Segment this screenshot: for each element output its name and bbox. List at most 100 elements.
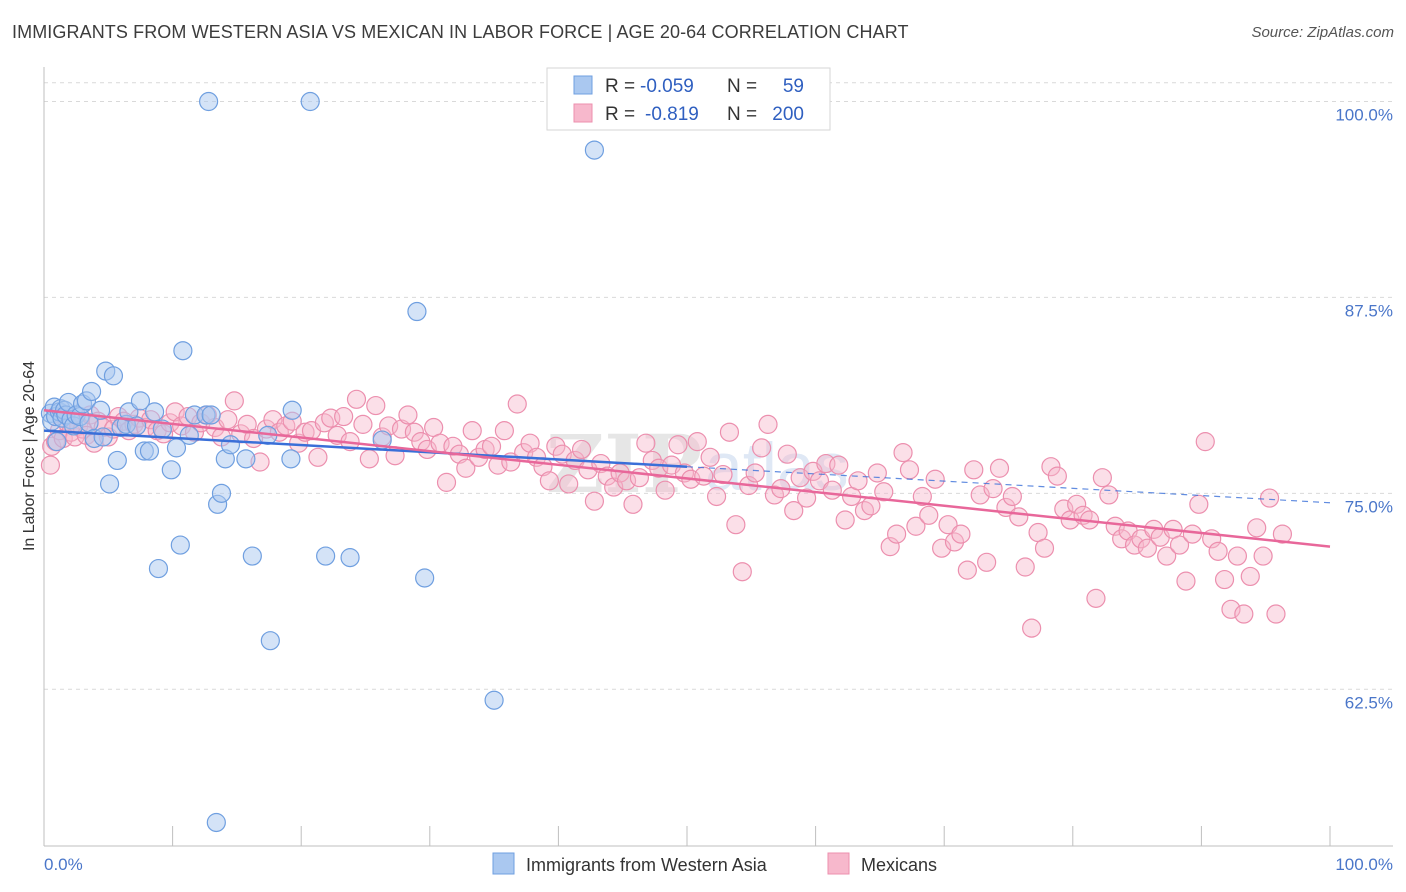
point-western-asia: [201, 405, 221, 425]
point-mexicans: [481, 436, 502, 456]
legend-box: [546, 67, 831, 131]
point-mexicans: [867, 463, 887, 483]
point-mexicans: [919, 505, 939, 525]
point-mexicans: [398, 405, 418, 425]
point-mexicans: [623, 494, 643, 514]
bottom-legend-label-2: Mexicans: [861, 855, 937, 875]
y-tick-label: 100.0%: [1335, 106, 1393, 125]
point-western-asia: [300, 91, 320, 112]
point-mexicans: [964, 460, 984, 480]
legend-r-value-2: -0.819: [645, 104, 699, 125]
point-mexicans: [713, 464, 733, 485]
point-western-asia: [260, 631, 280, 651]
series-western-asia-points: [40, 91, 605, 833]
point-mexicans: [719, 422, 740, 442]
point-mexicans: [925, 469, 945, 489]
point-mexicans: [1067, 494, 1087, 514]
point-western-asia: [236, 449, 256, 469]
point-mexicans: [829, 455, 849, 475]
point-mexicans: [308, 447, 328, 467]
point-mexicans: [462, 421, 482, 441]
y-tick-label: 62.5%: [1345, 693, 1393, 712]
point-mexicans: [1189, 494, 1209, 514]
x-tick-label-min: 0.0%: [44, 855, 83, 874]
point-mexicans: [1002, 486, 1022, 507]
point-mexicans: [880, 537, 900, 557]
point-mexicans: [1182, 524, 1202, 544]
point-mexicans: [1240, 566, 1260, 587]
y-tick-label: 75.0%: [1345, 497, 1393, 516]
point-mexicans: [700, 447, 720, 467]
point-western-asia: [199, 91, 219, 112]
point-mexicans: [1092, 468, 1112, 488]
legend-n-value-1: 59: [783, 76, 804, 97]
point-mexicans: [629, 468, 650, 488]
point-mexicans: [1099, 485, 1119, 505]
point-mexicans: [1208, 541, 1228, 561]
point-western-asia: [484, 690, 504, 710]
point-mexicans: [1195, 432, 1215, 452]
point-mexicans: [353, 414, 373, 434]
x-tick-label-max: 100.0%: [1335, 855, 1393, 874]
point-mexicans: [1259, 488, 1280, 508]
point-mexicans: [1015, 557, 1035, 577]
legend-n-value-2: 200: [772, 104, 804, 125]
point-mexicans: [40, 455, 61, 475]
point-mexicans: [224, 391, 244, 411]
point-mexicans: [668, 435, 688, 455]
point-mexicans: [559, 474, 579, 494]
y-tick-label: 87.5%: [1345, 301, 1393, 320]
bottom-legend-swatch-blue: [492, 852, 515, 875]
point-mexicans: [636, 433, 656, 453]
point-western-asia: [340, 548, 360, 568]
point-mexicans: [977, 552, 997, 572]
x-tick-marks: [43, 826, 1331, 846]
bottom-legend-label-1: Immigrants from Western Asia: [526, 855, 768, 875]
point-mexicans: [443, 436, 463, 456]
point-mexicans: [1157, 546, 1177, 566]
point-mexicans: [1247, 518, 1267, 538]
point-western-asia: [93, 427, 113, 447]
point-mexicans: [726, 515, 746, 535]
point-mexicans: [1221, 599, 1241, 619]
point-mexicans: [912, 486, 932, 507]
point-mexicans: [887, 524, 907, 544]
point-mexicans: [1234, 604, 1254, 624]
bottom-legend-swatch-pink: [827, 852, 850, 875]
point-mexicans: [655, 480, 675, 500]
point-mexicans: [835, 510, 855, 530]
point-mexicans: [899, 460, 920, 480]
trend-line-mexicans: [43, 409, 1331, 548]
point-mexicans: [694, 466, 714, 486]
y-tick-labels: 62.5% 75.0% 87.5% 100.0%: [1335, 106, 1393, 713]
point-western-asia: [316, 546, 336, 566]
point-mexicans: [906, 516, 926, 536]
point-mexicans: [237, 414, 257, 434]
legend-swatch-pink: [573, 103, 593, 123]
point-mexicans: [874, 482, 894, 502]
point-mexicans: [1169, 535, 1190, 555]
point-mexicans: [1034, 538, 1055, 558]
point-mexicans: [571, 439, 592, 460]
point-mexicans: [745, 463, 765, 483]
point-mexicans: [1272, 524, 1293, 544]
point-mexicans: [938, 515, 958, 535]
point-mexicans: [359, 449, 379, 469]
grid-lines: [44, 82, 1393, 690]
point-mexicans: [584, 491, 605, 511]
point-western-asia: [99, 474, 120, 494]
point-mexicans: [751, 438, 772, 458]
legend-r-label-2: R =: [605, 104, 635, 125]
point-mexicans: [1266, 604, 1286, 624]
point-western-asia: [281, 449, 301, 469]
point-mexicans: [520, 433, 540, 453]
legend-n-label-2: N =: [727, 104, 757, 125]
point-western-asia: [139, 441, 160, 461]
point-mexicans: [1253, 546, 1273, 566]
point-western-asia: [211, 483, 232, 503]
point-mexicans: [436, 472, 457, 492]
point-mexicans: [687, 432, 707, 452]
point-mexicans: [494, 421, 514, 441]
point-mexicans: [456, 458, 476, 478]
